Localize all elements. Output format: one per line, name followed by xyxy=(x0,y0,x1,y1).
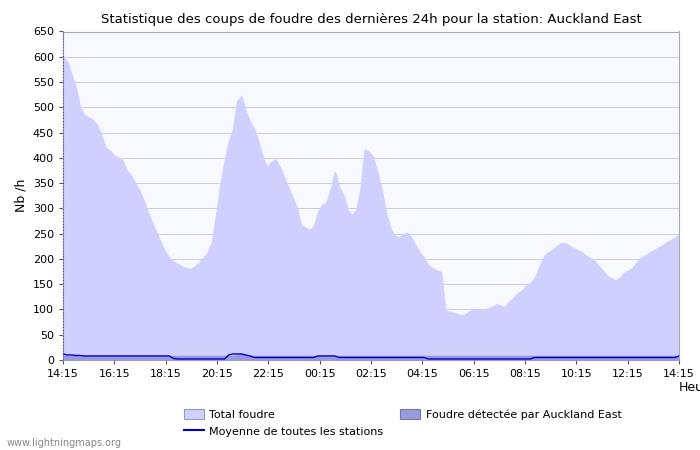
Y-axis label: Nb /h: Nb /h xyxy=(14,179,27,212)
Title: Statistique des coups de foudre des dernières 24h pour la station: Auckland East: Statistique des coups de foudre des dern… xyxy=(101,13,641,26)
Text: Heure: Heure xyxy=(679,381,700,394)
Legend: Total foudre, Moyenne de toutes les stations, Foudre détectée par Auckland East: Total foudre, Moyenne de toutes les stat… xyxy=(179,405,626,441)
Text: www.lightningmaps.org: www.lightningmaps.org xyxy=(7,438,122,448)
